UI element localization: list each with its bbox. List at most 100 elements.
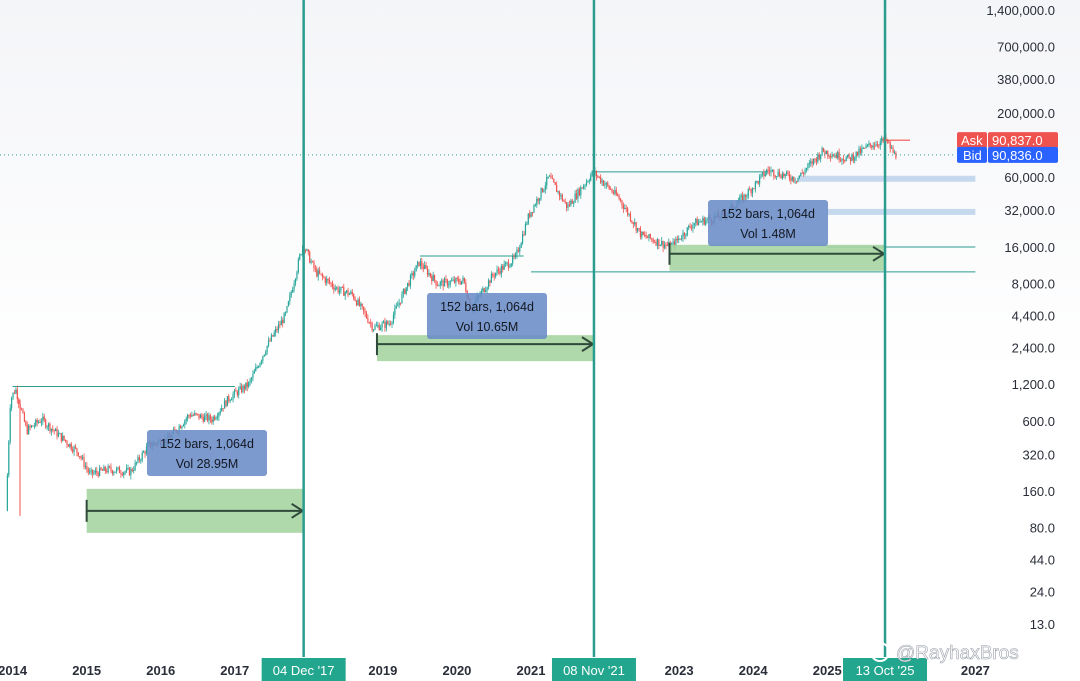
candle-body [317,270,319,277]
candle-body [743,194,745,202]
candle-body [869,143,871,146]
candle-body [854,157,856,161]
candle-body [255,367,257,372]
candle-body [553,178,555,183]
candle-body [238,388,240,396]
candle-body [740,195,742,198]
candle-body [286,306,288,313]
time-axis-tick: 2015 [72,663,101,678]
candle-body [266,345,268,353]
candle-body [634,222,636,225]
candle-body [401,293,403,303]
candle-body [12,392,14,398]
candle-body [465,282,467,292]
candle-body [848,154,850,158]
candle-body [441,280,443,282]
candle-body [104,466,106,472]
candle-body [267,340,270,346]
candle-body [778,171,781,177]
candle-body [672,241,674,245]
candle-body [62,435,64,441]
candle-body [695,218,697,224]
candle-body [798,176,800,179]
candle-body [299,254,301,260]
candle-body [689,226,691,228]
candle-body [56,428,58,437]
candle-body [544,185,546,190]
candle-body [143,451,145,453]
candle-body [382,321,385,324]
candle-body [141,452,143,461]
candle-body [517,249,519,252]
candle-body [749,189,751,191]
candle-body [780,176,782,179]
candle-body [290,292,292,296]
candle-body [50,428,52,432]
cycle-date-label: 08 Nov '21 [563,663,625,678]
candle-body [629,213,632,221]
candle-body [259,363,261,367]
candle-body [654,241,656,243]
candle-body [233,390,236,395]
candle-body [503,264,505,270]
candle-body [445,278,447,280]
candle-body [137,457,139,463]
candle-body [797,178,799,182]
time-axis[interactable]: 2014 2015 2016 2017 2019 2020 2021 2023 2024 2025… [0,663,990,678]
time-axis-tick: 2016 [146,663,175,678]
date-range-area[interactable] [669,244,886,271]
candle-body [52,428,54,430]
candle-body [323,276,325,278]
candle-body [29,425,31,428]
candle-body [645,234,647,238]
watermark-text: @RayhaxBros [896,643,1019,664]
price-axis[interactable]: 1,400,000.0 700,000.0 380,000.0 200,000.0 60… [986,3,1055,632]
candle-body [408,282,410,286]
candle-body [663,244,666,248]
price-axis-tick: 320.0 [1022,447,1055,462]
candle-body [432,275,434,282]
candle-body [42,416,44,422]
candle-body [585,181,588,185]
candle-body [201,414,203,418]
candle-body [591,170,593,176]
candle-body [131,469,133,471]
candle-body [260,360,263,364]
candle-body [435,280,437,286]
date-range-area[interactable] [376,335,594,362]
candle-body [621,200,623,205]
candle-body [805,168,808,170]
candle-body [546,176,548,186]
candle-body [537,198,539,201]
candle-body [871,145,873,148]
candle-body [319,270,321,274]
candle-body [807,164,809,169]
candle-body [744,194,747,197]
candle-body [584,184,586,186]
candle-body [344,292,346,296]
candle-body [560,194,562,197]
candle-body [648,234,650,238]
candle-body [182,424,184,427]
candle-body [649,234,651,239]
candle-body [221,408,223,412]
candle-body [59,433,61,435]
candle-body [113,472,115,474]
candle-body [204,415,206,422]
candle-body [60,433,62,441]
candle-body [688,226,690,228]
candle-body [673,241,676,247]
candle-body [619,198,622,201]
bid-value-bg [988,146,1058,163]
candle-body [662,240,664,248]
candle-body [277,324,280,331]
candle-body [235,390,237,392]
date-range-info-box [708,200,828,246]
time-axis-tick: 2014 [0,663,28,678]
candle-body [79,456,81,458]
candle-body [6,475,8,511]
candle-body [294,278,297,284]
candle-body [598,176,600,178]
candle-body [895,152,897,159]
